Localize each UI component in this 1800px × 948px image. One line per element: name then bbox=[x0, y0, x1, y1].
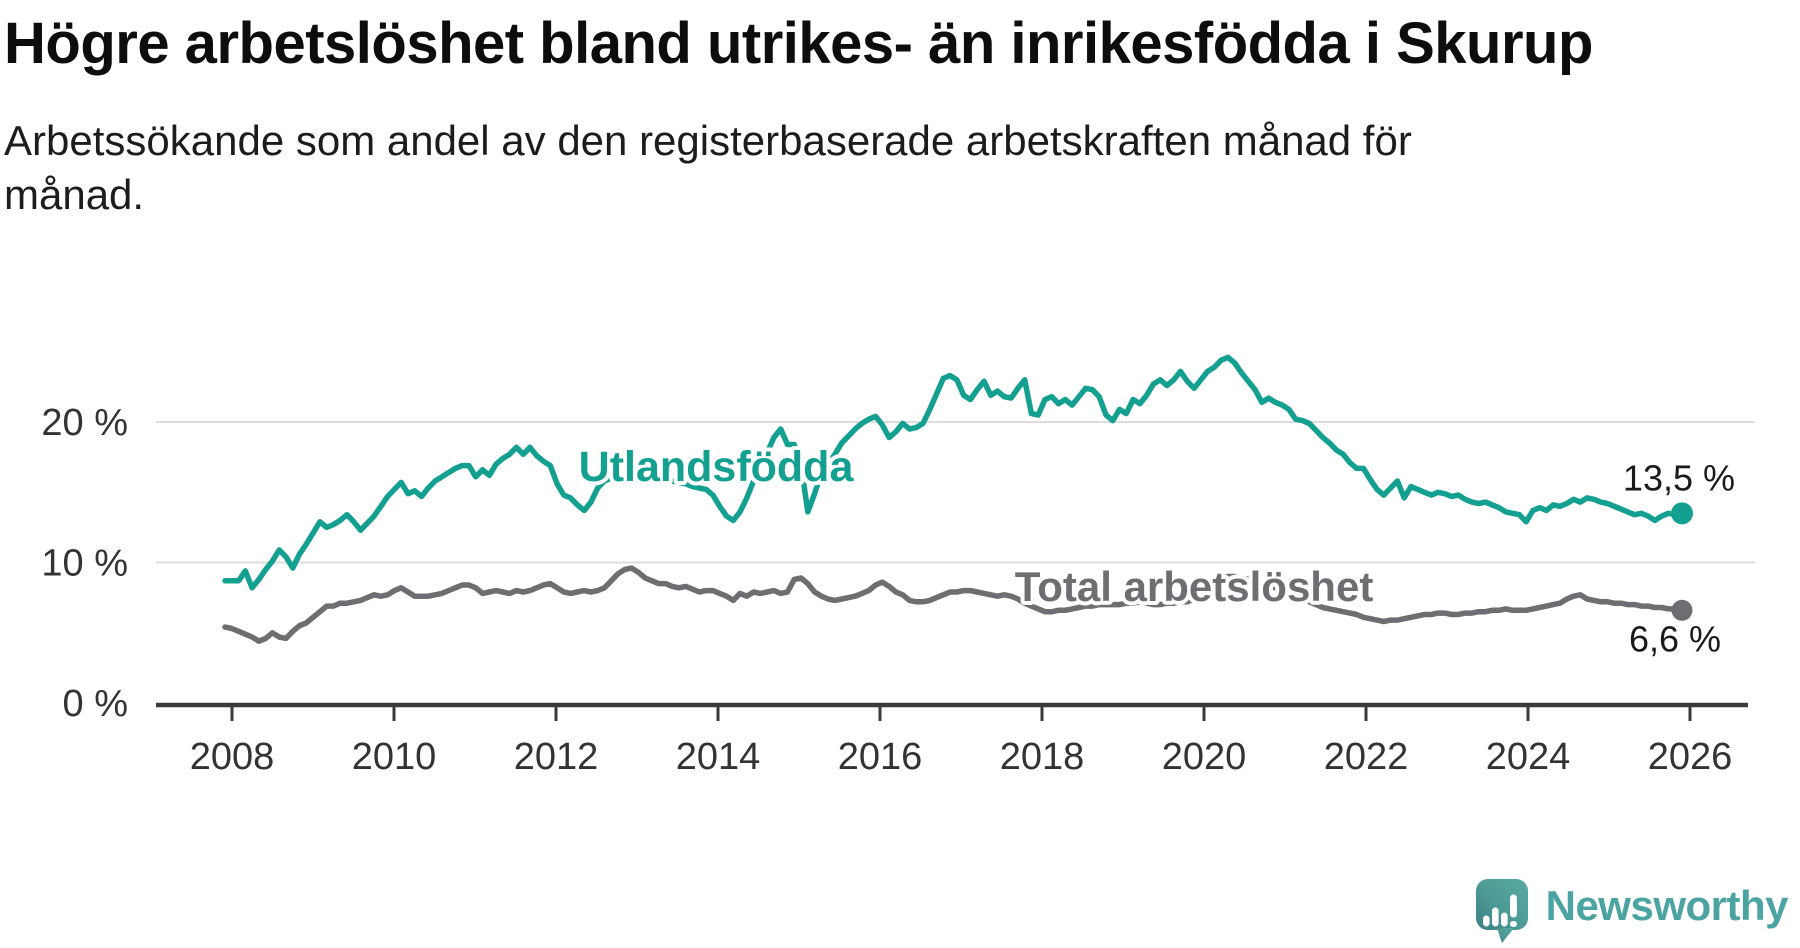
newsworthy-logo-icon bbox=[1475, 879, 1528, 943]
x-tick-label-2026: 2026 bbox=[1648, 736, 1733, 778]
series-line-utlandsfodda bbox=[222, 354, 1685, 591]
x-tick-label-2014: 2014 bbox=[676, 736, 761, 778]
newsworthy-logo: Newsworthy bbox=[1474, 877, 1789, 944]
x-tick-label-2022: 2022 bbox=[1324, 736, 1409, 778]
y-tick-label-0: 0 % bbox=[63, 683, 128, 725]
page-title: Högre arbetslöshet bland utrikes- än inr… bbox=[4, 11, 1593, 76]
x-tick-label-2024: 2024 bbox=[1486, 736, 1571, 778]
series-line-total bbox=[222, 565, 1685, 644]
x-tick-label-2012: 2012 bbox=[514, 736, 599, 778]
x-tick-label-2016: 2016 bbox=[838, 736, 923, 778]
series-label-total: Total arbetslöshet bbox=[1015, 563, 1374, 610]
x-tick-label-2008: 2008 bbox=[190, 736, 275, 778]
newsworthy-logo-text: Newsworthy bbox=[1545, 881, 1789, 929]
x-tick-label-2010: 2010 bbox=[352, 736, 437, 778]
x-tick-label-2020: 2020 bbox=[1162, 736, 1247, 778]
y-tick-label-20: 20 % bbox=[41, 402, 128, 444]
logo-bar-3 bbox=[1500, 912, 1508, 927]
logo-bar-1 bbox=[1482, 915, 1490, 927]
end-value-label-utlandsfodda: 13,5 % bbox=[1623, 457, 1735, 498]
x-tick-label-2018: 2018 bbox=[1000, 736, 1085, 778]
series-label-utlandsfodda: Utlandsfödda bbox=[579, 443, 855, 491]
logo-exclamation-bar bbox=[1509, 894, 1517, 918]
logo-bar-2 bbox=[1491, 907, 1499, 927]
series-end-dot-utlandsfodda bbox=[1671, 502, 1693, 525]
series-end-dot-total bbox=[1671, 599, 1693, 621]
end-value-label-total: 6,6 % bbox=[1629, 618, 1721, 659]
logo-exclamation-dot bbox=[1509, 921, 1517, 927]
y-tick-label-10: 10 % bbox=[41, 543, 128, 585]
chart-subtitle: Arbetssökande som andel av den registerb… bbox=[4, 117, 1412, 218]
